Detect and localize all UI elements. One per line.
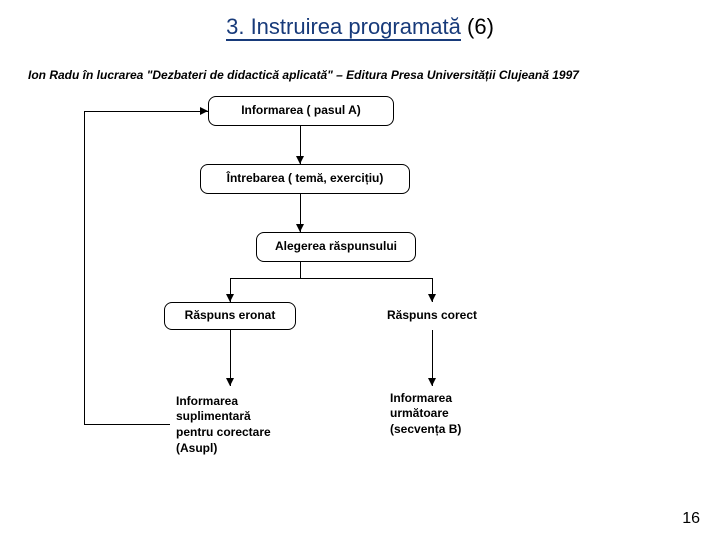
flow-node-raspuns-eronat: Răspuns eronat xyxy=(164,302,296,330)
flow-node-informarea-b: Informarea următoare (secvența B) xyxy=(384,386,508,442)
flow-node-intrebarea: Întrebarea ( temă, exercițiu) xyxy=(200,164,410,194)
page-title: 3. Instruirea programată (6) xyxy=(0,14,720,40)
title-suffix: (6) xyxy=(461,14,494,39)
page-number: 16 xyxy=(682,510,700,528)
flow-node-alegerea: Alegerea răspunsului xyxy=(256,232,416,262)
flow-node-raspuns-corect: Răspuns corect xyxy=(366,302,498,330)
citation-text: Ion Radu în lucrarea "Dezbateri de didac… xyxy=(28,68,579,82)
title-main: 3. Instruirea programată xyxy=(226,14,461,41)
flow-node-informarea-supl: Informarea suplimentară pentru corectare… xyxy=(170,386,282,464)
flow-node-informarea-a: Informarea ( pasul A) xyxy=(208,96,394,126)
